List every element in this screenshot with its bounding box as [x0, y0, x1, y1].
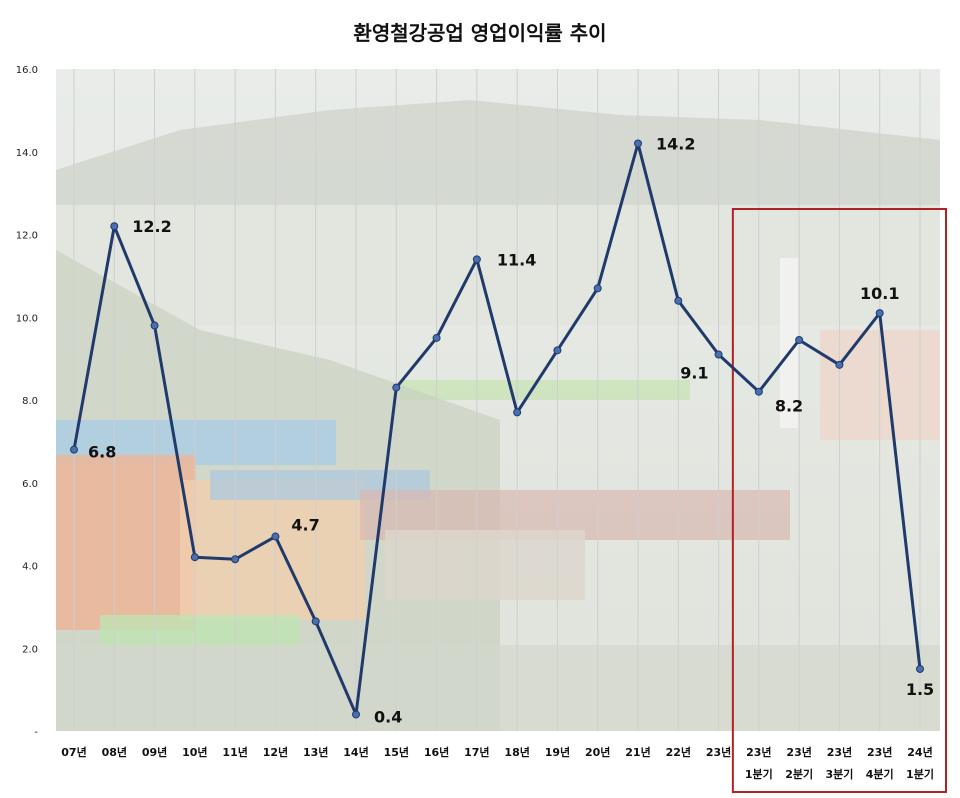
- x-tick-label: 21년: [625, 745, 650, 759]
- data-label: 9.1: [680, 363, 708, 382]
- y-tick-label: -: [34, 727, 38, 738]
- data-point: [70, 445, 78, 454]
- data-point: [150, 321, 159, 330]
- y-tick-label: 4.0: [22, 562, 38, 573]
- gridlines: [73, 69, 921, 731]
- data-label: 14.2: [656, 134, 695, 153]
- data-label: 6.8: [88, 443, 116, 462]
- data-point: [231, 555, 240, 564]
- x-tick-label: 07년: [61, 745, 86, 759]
- x-tick-label: 23년: [827, 745, 852, 759]
- x-tick-label: 23년: [786, 745, 811, 759]
- y-axis: - 2.0 4.0 6.0 8.0 10.0 12.0 14.0 16.0: [16, 65, 39, 738]
- data-point: [110, 222, 119, 231]
- x-tick-label: 18년: [504, 745, 529, 759]
- series-group: [70, 139, 924, 719]
- y-tick-label: 6.0: [22, 479, 38, 490]
- x-tick-label: 20년: [585, 745, 610, 759]
- data-label: 4.7: [291, 516, 319, 535]
- data-point: [634, 139, 642, 148]
- data-label: 11.4: [497, 250, 536, 269]
- x-tick-label: 3분기: [825, 767, 853, 781]
- x-tick-label: 1분기: [745, 767, 773, 781]
- x-tick-label: 23년: [706, 745, 731, 759]
- x-tick-label: 16년: [424, 745, 449, 759]
- data-point: [513, 408, 522, 417]
- data-label: 12.2: [132, 217, 171, 236]
- data-point: [432, 333, 441, 342]
- data-point: [754, 387, 763, 396]
- data-labels-group: 6.8 12.2 4.7 0.4 11.4 14.2 9.1 8.2 10.1 1.5: [88, 134, 934, 726]
- data-label: 10.1: [860, 284, 899, 303]
- series-line: [72, 141, 922, 716]
- x-tick-label: 13년: [303, 745, 328, 759]
- data-point: [392, 383, 401, 392]
- background-photo: [56, 69, 940, 731]
- x-tick-label: 22년: [666, 745, 691, 759]
- x-tick-label: 24년: [907, 745, 932, 759]
- highlight-box-group: [731, 208, 947, 793]
- photo-fence-green: [100, 615, 300, 645]
- x-tick-label: 15년: [384, 745, 409, 759]
- y-tick-label: 2.0: [22, 644, 38, 655]
- data-label: 1.5: [906, 680, 934, 699]
- photo-building-orange: [56, 455, 196, 630]
- photo-building-tan: [180, 480, 365, 620]
- data-point: [674, 296, 683, 305]
- x-tick-label: 09년: [142, 745, 167, 759]
- data-point: [835, 360, 844, 369]
- data-point: [875, 309, 884, 318]
- x-tick-label: 12년: [263, 745, 288, 759]
- data-point: [311, 617, 320, 626]
- highlight-box: [731, 208, 947, 793]
- data-label: 0.4: [374, 707, 402, 726]
- y-tick-label: 10.0: [16, 313, 38, 324]
- photo-field: [400, 380, 690, 400]
- y-tick-label: 14.0: [16, 148, 38, 159]
- x-axis: 07년 08년 09년 10년 11년 12년 13년 14년 15년 16년 17년 18년 19년 2…: [61, 745, 934, 781]
- data-point: [190, 553, 199, 562]
- photo-ground: [56, 645, 940, 731]
- data-point: [352, 710, 360, 719]
- x-tick-label: 08년: [102, 745, 127, 759]
- x-tick-label: 23년: [746, 745, 771, 759]
- x-tick-label: 1분기: [906, 767, 934, 781]
- x-tick-label: 23년: [867, 745, 892, 759]
- x-tick-label: 4분기: [866, 767, 894, 781]
- x-tick-label: 14년: [343, 745, 368, 759]
- photo-building-grey: [385, 530, 585, 600]
- y-tick-label: 12.0: [16, 231, 38, 242]
- data-point: [271, 532, 280, 541]
- photo-chimney: [780, 258, 798, 428]
- data-point: [714, 350, 723, 359]
- data-label: 8.2: [775, 397, 803, 416]
- x-tick-label: 11년: [222, 745, 247, 759]
- y-tick-label: 8.0: [22, 396, 38, 407]
- x-tick-label: 2분기: [785, 767, 813, 781]
- data-point: [916, 664, 924, 673]
- x-tick-label: 17년: [464, 745, 489, 759]
- data-point: [553, 346, 562, 355]
- data-point: [593, 284, 602, 293]
- data-point: [795, 336, 804, 345]
- x-tick-label: 19년: [545, 745, 570, 759]
- data-point: [472, 255, 481, 264]
- x-tick-label: 10년: [182, 745, 207, 759]
- y-tick-label: 16.0: [16, 65, 38, 76]
- chart-title: 환영철강공업 영업이익률 추이: [353, 21, 606, 45]
